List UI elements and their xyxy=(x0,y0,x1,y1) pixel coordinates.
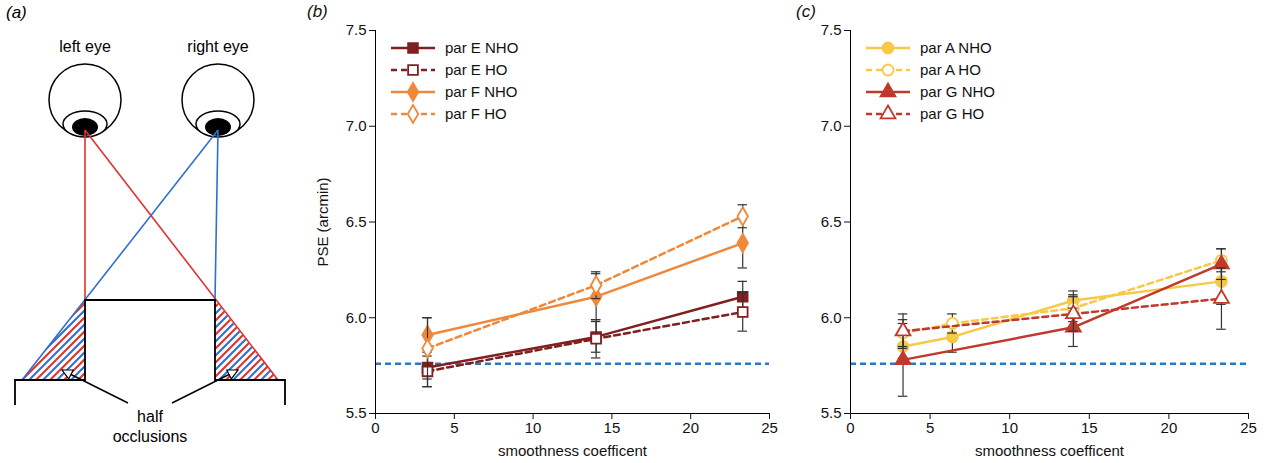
svg-text:half: half xyxy=(137,408,163,425)
svg-text:par A HO: par A HO xyxy=(920,61,981,78)
svg-text:6.5: 6.5 xyxy=(346,213,367,230)
svg-text:6.0: 6.0 xyxy=(346,309,367,326)
svg-text:5.5: 5.5 xyxy=(346,404,367,421)
svg-text:par E NHO: par E NHO xyxy=(445,39,518,56)
svg-text:5.5: 5.5 xyxy=(821,404,842,421)
svg-text:PSE (arcmin): PSE (arcmin) xyxy=(314,177,331,266)
svg-text:(a): (a) xyxy=(6,3,27,22)
svg-text:25: 25 xyxy=(1240,419,1257,436)
svg-text:right eye: right eye xyxy=(187,38,248,55)
svg-text:25: 25 xyxy=(761,419,778,436)
svg-text:7.0: 7.0 xyxy=(821,117,842,134)
svg-text:smoothness coefficent: smoothness coefficent xyxy=(975,442,1125,459)
svg-text:7.5: 7.5 xyxy=(821,21,842,38)
svg-text:par A NHO: par A NHO xyxy=(920,39,992,56)
svg-text:20: 20 xyxy=(1161,419,1178,436)
svg-text:left eye: left eye xyxy=(59,38,111,55)
svg-text:par E HO: par E HO xyxy=(445,61,508,78)
svg-text:20: 20 xyxy=(682,419,699,436)
svg-text:smoothness coefficent: smoothness coefficent xyxy=(498,442,648,459)
svg-text:5: 5 xyxy=(926,419,934,436)
svg-text:7.5: 7.5 xyxy=(346,21,367,38)
svg-text:10: 10 xyxy=(525,419,542,436)
svg-text:occlusions: occlusions xyxy=(113,428,188,445)
svg-text:5: 5 xyxy=(450,419,458,436)
html-text:(b): (b) xyxy=(307,2,328,21)
svg-text:7.0: 7.0 xyxy=(346,117,367,134)
svg-text:6.0: 6.0 xyxy=(821,309,842,326)
svg-text:par G NHO: par G NHO xyxy=(920,83,995,100)
svg-text:6.5: 6.5 xyxy=(821,213,842,230)
svg-text:10: 10 xyxy=(1001,419,1018,436)
svg-text:0: 0 xyxy=(371,419,379,436)
svg-text:15: 15 xyxy=(604,419,621,436)
html-text:(c): (c) xyxy=(796,2,816,21)
svg-text:0: 0 xyxy=(846,419,854,436)
svg-text:par F NHO: par F NHO xyxy=(445,83,518,100)
svg-text:15: 15 xyxy=(1081,419,1098,436)
svg-text:par F HO: par F HO xyxy=(445,105,507,122)
svg-text:par G HO: par G HO xyxy=(920,105,984,122)
